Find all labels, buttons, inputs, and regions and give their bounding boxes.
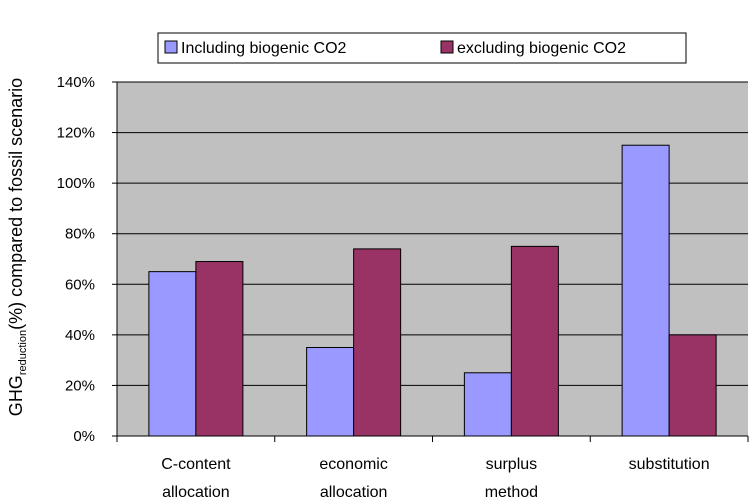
bar-excluding-2 — [510, 245, 559, 437]
legend-swatch-including — [164, 40, 178, 54]
bar-including-1 — [306, 347, 355, 437]
y-axis-title: GHGreduction(%) compared to fossil scena… — [6, 78, 29, 416]
x-tick-label: substitution — [629, 456, 710, 473]
y-axis-title-main: GHG — [6, 375, 26, 416]
bar-including-2 — [463, 372, 512, 437]
x-tick-label: C-content — [161, 456, 231, 473]
x-tick-label: allocation — [320, 484, 388, 500]
y-axis-title-subscript: reduction — [17, 330, 29, 375]
x-tick-label: allocation — [162, 484, 230, 500]
axes — [112, 81, 749, 442]
x-tick-label: economic — [319, 456, 387, 473]
x-tick-label: surplus — [486, 456, 538, 473]
x-tick-label: method — [485, 484, 538, 500]
y-tick-label: 140% — [57, 74, 95, 91]
y-tick-label: 120% — [57, 125, 95, 142]
legend-box — [157, 32, 687, 64]
bar-including-0 — [148, 271, 197, 437]
y-tick-label: 20% — [65, 377, 95, 394]
y-tick-label: 60% — [65, 276, 95, 293]
bar-excluding-3 — [668, 334, 717, 437]
bar-excluding-0 — [195, 261, 244, 437]
legend: Including biogenic CO2 excluding biogeni… — [157, 32, 687, 64]
y-tick-labels: 0% 20% 40% 60% 80% 100% 120% 140% — [57, 74, 95, 445]
x-tick-labels: C-content allocation economic allocation sur… — [161, 456, 709, 500]
bar-excluding-1 — [353, 248, 402, 437]
legend-label-excluding: excluding biogenic CO2 — [457, 40, 626, 57]
legend-label-including: Including biogenic CO2 — [181, 40, 347, 57]
y-tick-label: 80% — [65, 226, 95, 243]
y-axis-title-rest: (%) compared to fossil scenario — [6, 78, 26, 330]
bar-including-3 — [621, 144, 670, 437]
y-tick-label: 0% — [73, 428, 95, 445]
y-tick-label: 40% — [65, 327, 95, 344]
legend-swatch-excluding — [440, 40, 454, 54]
y-tick-label: 100% — [57, 175, 95, 192]
